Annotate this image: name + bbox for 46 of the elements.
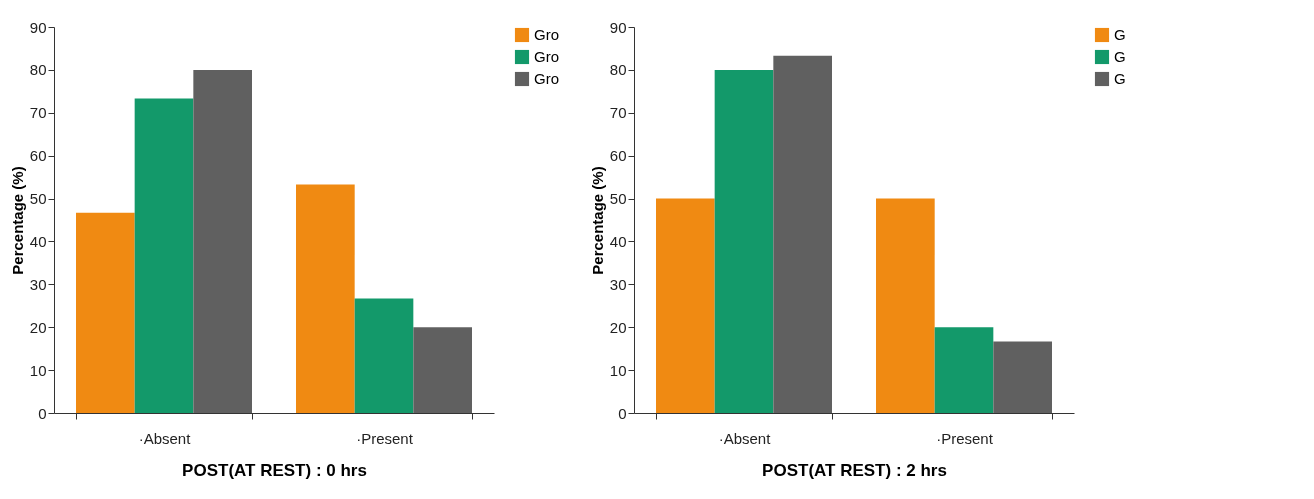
- y-tick-label: 10: [609, 361, 627, 379]
- y-tick-label: 80: [29, 61, 47, 79]
- x-axis-title: POST(AT REST) : 2 hrs: [762, 460, 947, 480]
- y-tick-label: 70: [29, 104, 47, 122]
- y-tick-label: 20: [609, 318, 627, 336]
- y-tick-label: 20: [29, 318, 47, 336]
- bar: [76, 212, 135, 413]
- y-tick-label: 50: [29, 190, 47, 208]
- y-tick-label: 30: [29, 275, 47, 293]
- bar: [413, 327, 472, 413]
- x-tick-label: ·Absent: [718, 429, 772, 447]
- bar: [354, 298, 414, 413]
- x-tick-label: ·Present: [356, 429, 414, 447]
- bar: [876, 198, 935, 413]
- bar: [134, 98, 194, 413]
- y-tick-label: 0: [618, 404, 627, 422]
- legend-label: Gro: [534, 26, 560, 43]
- bar: [773, 55, 832, 413]
- x-axis-title: POST(AT REST) : 0 hrs: [182, 460, 367, 480]
- y-tick-label: 40: [29, 232, 47, 250]
- bar: [193, 69, 252, 413]
- y-tick-label: 60: [29, 147, 47, 165]
- bar: [296, 184, 355, 413]
- y-tick-label: 0: [38, 404, 47, 422]
- y-tick-label: 90: [29, 18, 47, 36]
- y-tick-label: 10: [29, 361, 47, 379]
- y-axis-title: Percentage (%): [8, 166, 26, 275]
- x-tick-label: ·Absent: [138, 429, 192, 447]
- y-tick-label: 40: [609, 232, 627, 250]
- bar: [934, 327, 994, 413]
- y-axis-title: Percentage (%): [588, 166, 606, 275]
- bar: [656, 198, 715, 413]
- legend-label: G: [1114, 70, 1126, 87]
- y-tick-label: 50: [609, 190, 627, 208]
- y-tick-label: 70: [609, 104, 627, 122]
- legend-label: Gro: [534, 70, 560, 87]
- legend-label: G: [1114, 26, 1126, 43]
- legend-label: Gro: [534, 48, 560, 65]
- y-tick-label: 60: [609, 147, 627, 165]
- y-tick-label: 80: [609, 61, 627, 79]
- y-tick-label: 30: [609, 275, 627, 293]
- bar: [714, 69, 774, 413]
- y-tick-label: 90: [609, 18, 627, 36]
- bar: [993, 341, 1052, 413]
- x-tick-label: ·Present: [936, 429, 994, 447]
- legend-label: G: [1114, 48, 1126, 65]
